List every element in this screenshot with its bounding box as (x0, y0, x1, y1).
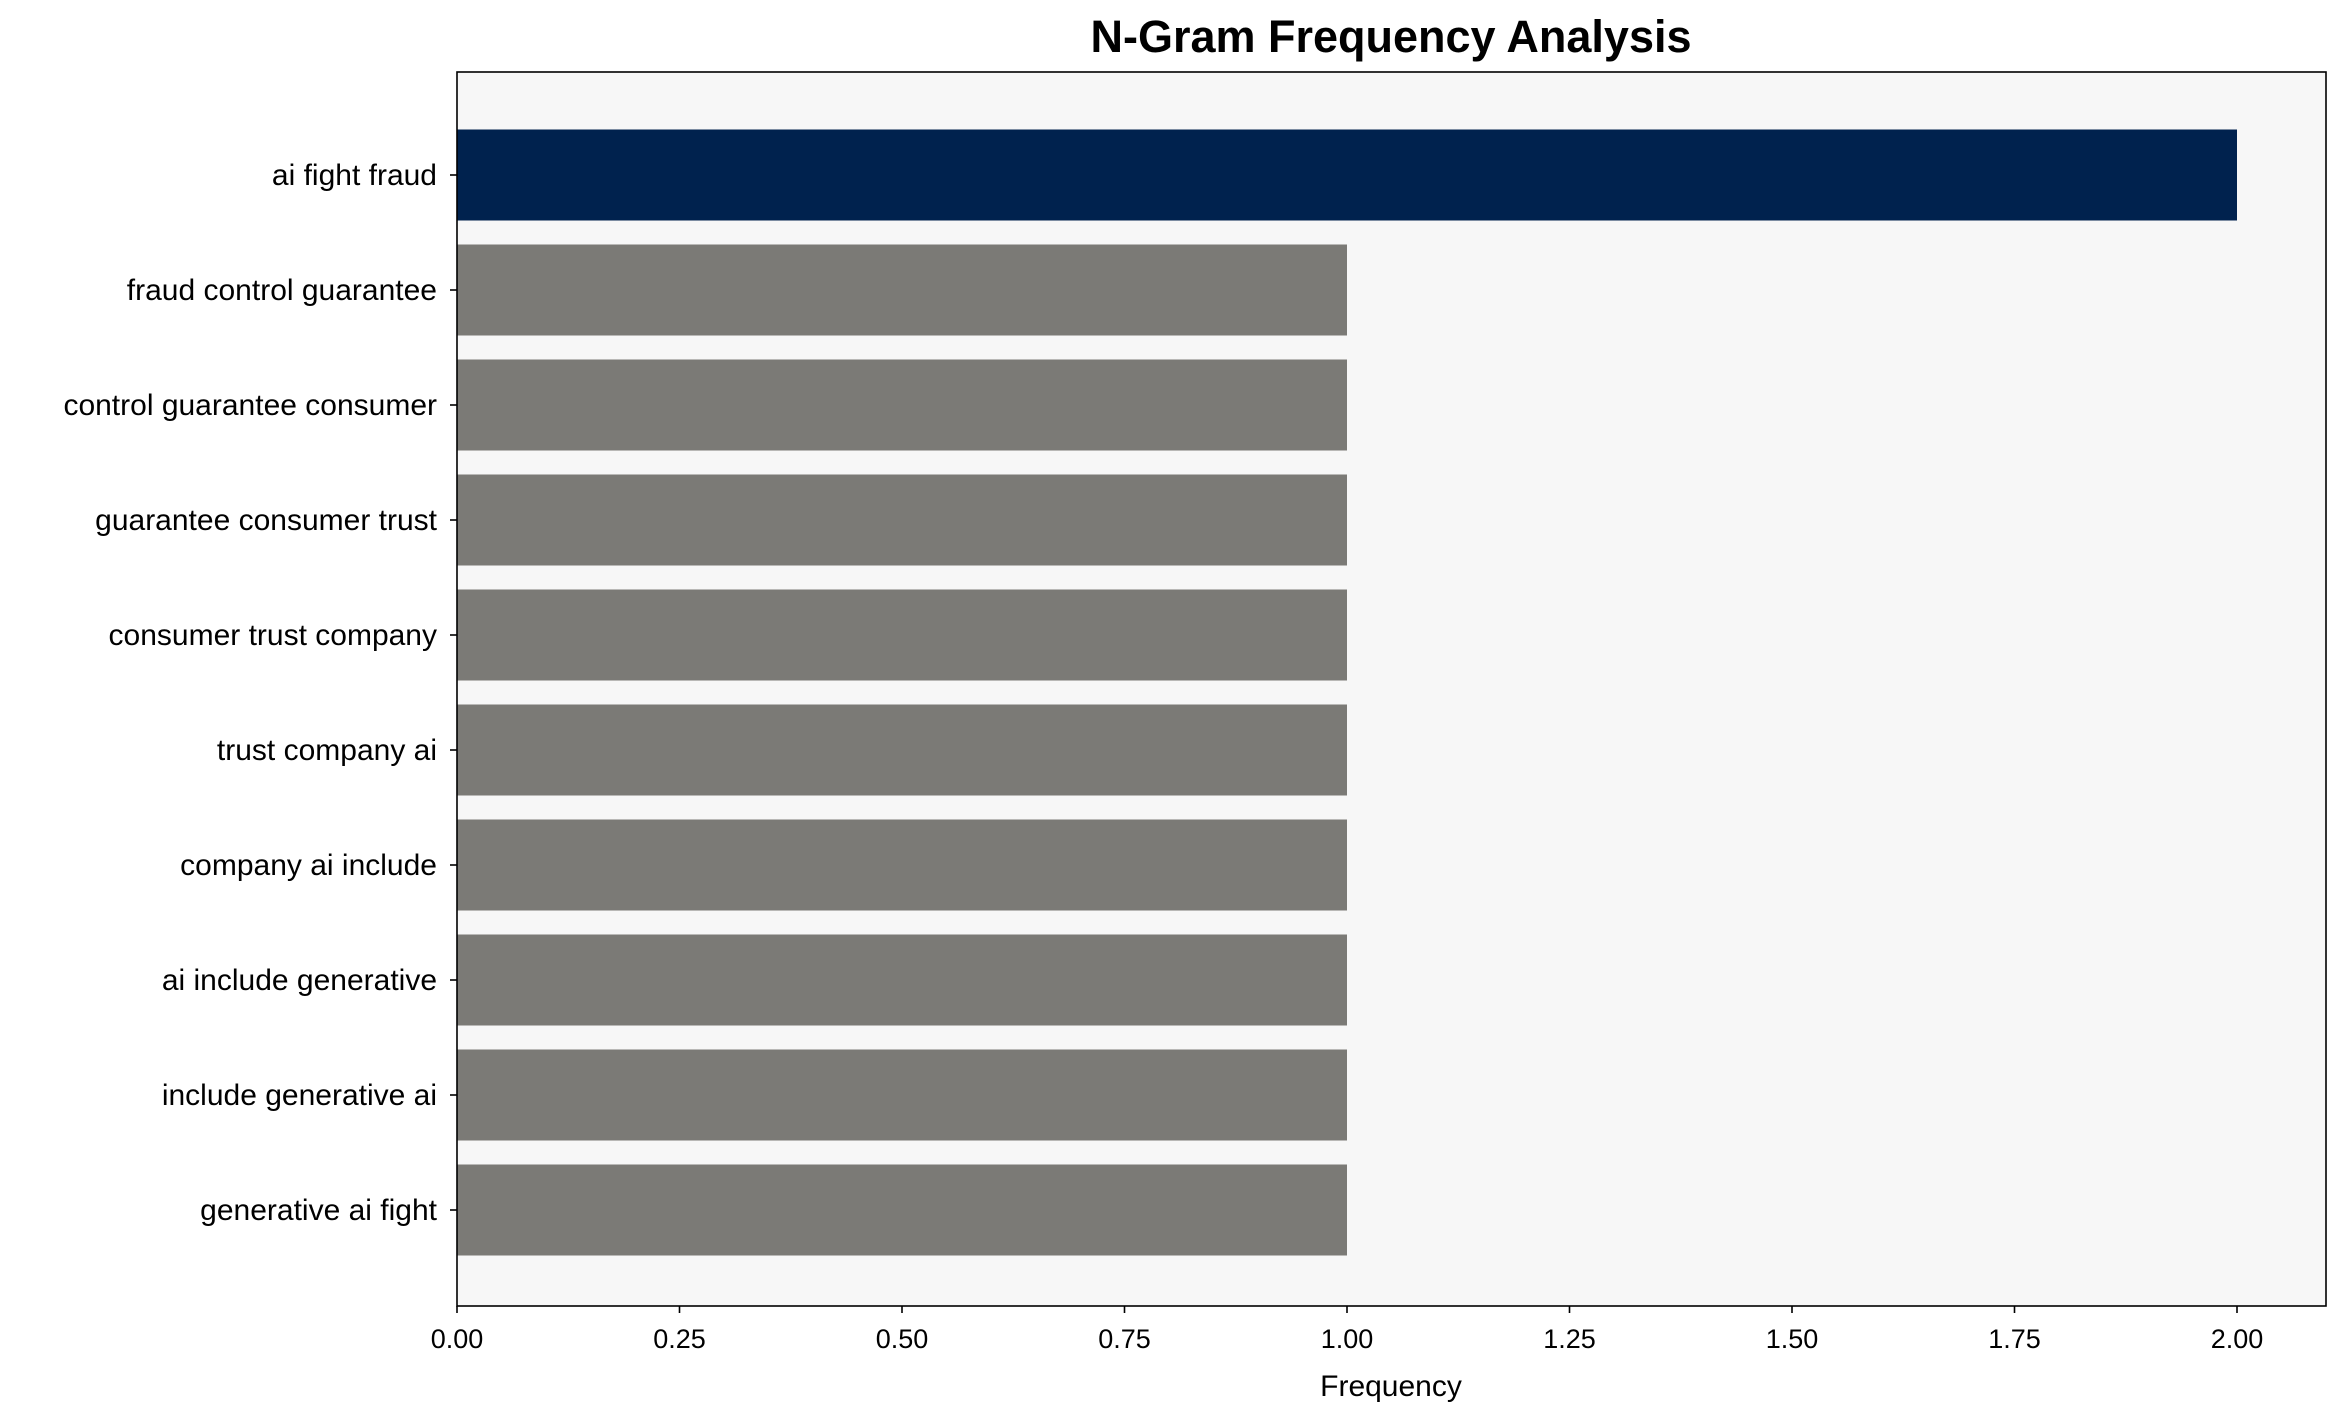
bar (457, 704, 1347, 796)
bar (457, 244, 1347, 336)
plot-frame (456, 71, 2327, 1307)
x-tick-label: 0.75 (1098, 1324, 1151, 1354)
x-tick-label: 1.00 (1321, 1324, 1374, 1354)
bar (457, 934, 1347, 1026)
x-tick-label: 0.50 (876, 1324, 929, 1354)
bar (457, 474, 1347, 566)
bar (457, 359, 1347, 451)
x-tick-label: 0.00 (431, 1324, 484, 1354)
y-tick-label: consumer trust company (109, 619, 437, 652)
y-tick-label: company ai include (180, 849, 437, 882)
y-tick-label: trust company ai (217, 734, 437, 767)
x-tick-label: 1.75 (1988, 1324, 2041, 1354)
y-tick-label: include generative ai (162, 1079, 437, 1112)
y-tick-label: control guarantee consumer (63, 389, 437, 422)
x-tick-label: 2.00 (2211, 1324, 2264, 1354)
x-tick-label: 0.25 (653, 1324, 706, 1354)
y-tick-label: ai include generative (162, 964, 437, 997)
y-tick-label: generative ai fight (200, 1194, 437, 1227)
bar (457, 1164, 1347, 1256)
y-tick-label: guarantee consumer trust (95, 504, 438, 537)
y-tick-label: ai fight fraud (272, 159, 437, 192)
x-tick-label: 1.50 (1766, 1324, 1819, 1354)
bar (457, 1049, 1347, 1141)
x-axis-label: Frequency (1320, 1370, 1462, 1403)
bar (457, 819, 1347, 911)
y-tick-label: fraud control guarantee (127, 274, 437, 307)
bar (457, 129, 2237, 221)
bar (457, 589, 1347, 681)
x-tick-label: 1.25 (1543, 1324, 1596, 1354)
chart-title: N-Gram Frequency Analysis (1090, 11, 1691, 62)
